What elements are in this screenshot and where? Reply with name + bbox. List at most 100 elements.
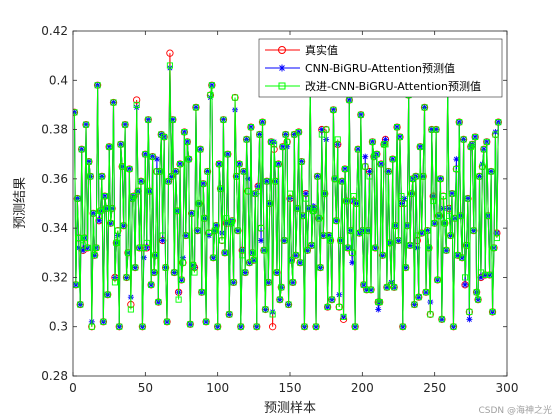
data-point [463, 242, 470, 249]
legend-marker-improved [278, 82, 286, 90]
data-point [375, 306, 382, 313]
data-point [420, 173, 427, 180]
data-point [407, 242, 414, 249]
y-tick-label: 0.28 [41, 369, 68, 383]
data-point [268, 323, 277, 331]
data-point [149, 153, 156, 160]
data-point [162, 264, 169, 271]
data-point [350, 193, 357, 200]
data-point [203, 318, 210, 325]
data-point [395, 237, 402, 244]
y-tick-label: 0.4 [49, 73, 68, 87]
data-point [216, 161, 223, 168]
data-point [265, 279, 272, 286]
data-point [82, 121, 90, 128]
data-point [378, 161, 385, 168]
data-point [179, 259, 186, 266]
data-point [450, 323, 457, 330]
data-point [336, 303, 343, 311]
data-point [443, 247, 450, 254]
data-point [217, 185, 224, 192]
legend-marker-cnn-bigru [278, 64, 286, 72]
data-point [396, 133, 403, 141]
x-tick-label: 250 [423, 381, 446, 395]
data-point [142, 151, 149, 158]
data-point [229, 217, 236, 224]
data-point [402, 264, 409, 271]
data-point [389, 156, 396, 163]
data-point [415, 294, 422, 301]
data-point [181, 128, 188, 136]
data-point [182, 232, 189, 239]
y-tick-label: 0.32 [41, 270, 68, 284]
data-point [440, 193, 447, 200]
data-point [433, 126, 440, 133]
data-point [453, 165, 460, 173]
data-point [168, 173, 175, 180]
data-point [247, 124, 254, 131]
data-point [200, 180, 207, 187]
data-point [363, 286, 370, 293]
data-point [318, 131, 325, 138]
data-point [480, 146, 487, 153]
data-point [472, 133, 479, 141]
data-point [408, 190, 415, 197]
data-point [343, 197, 350, 205]
data-point [231, 94, 239, 101]
data-point [373, 151, 380, 158]
data-point [278, 284, 285, 291]
data-point [271, 141, 278, 148]
data-point [210, 254, 217, 261]
data-point [152, 252, 159, 259]
data-point [312, 323, 320, 330]
data-point [113, 239, 120, 246]
data-point [240, 168, 247, 175]
data-point [299, 212, 307, 219]
data-point [464, 195, 471, 202]
data-point [187, 321, 194, 328]
data-point [224, 151, 231, 158]
data-point [230, 279, 237, 286]
data-point [74, 195, 81, 202]
data-point [93, 244, 100, 251]
data-point [109, 205, 116, 212]
data-point [359, 227, 366, 234]
data-point [486, 271, 493, 279]
data-point [313, 323, 320, 330]
data-point [483, 138, 490, 145]
data-point [340, 313, 347, 320]
data-point [366, 173, 373, 180]
data-point [242, 269, 249, 276]
data-point [344, 244, 351, 251]
data-point [385, 168, 392, 175]
data-point [239, 252, 246, 259]
data-point [96, 217, 103, 224]
data-point [284, 138, 291, 145]
data-point [195, 200, 202, 207]
x-axis-label: 预测样本 [264, 401, 316, 416]
data-point [78, 146, 85, 153]
data-point [462, 281, 469, 288]
data-point [201, 215, 208, 222]
data-point [321, 190, 328, 197]
data-point [492, 131, 499, 138]
data-point [430, 197, 437, 205]
data-point [133, 96, 141, 104]
y-tick-label: 0.34 [41, 221, 68, 235]
data-point [159, 237, 166, 244]
data-point [98, 173, 105, 180]
legend: 真实值 CNN-BiGRU-Attention预测值 改进-CNN-BiGRU-… [258, 38, 503, 98]
data-point [153, 156, 160, 163]
data-point [262, 306, 269, 313]
data-point [103, 205, 110, 212]
data-point [243, 136, 250, 143]
data-point [197, 146, 204, 153]
data-point [451, 215, 458, 222]
data-point [236, 161, 243, 168]
data-point [466, 308, 473, 315]
data-point [120, 222, 127, 229]
data-point [334, 136, 341, 143]
y-axis-label: 预测结果 [13, 177, 28, 229]
data-point [273, 269, 281, 276]
